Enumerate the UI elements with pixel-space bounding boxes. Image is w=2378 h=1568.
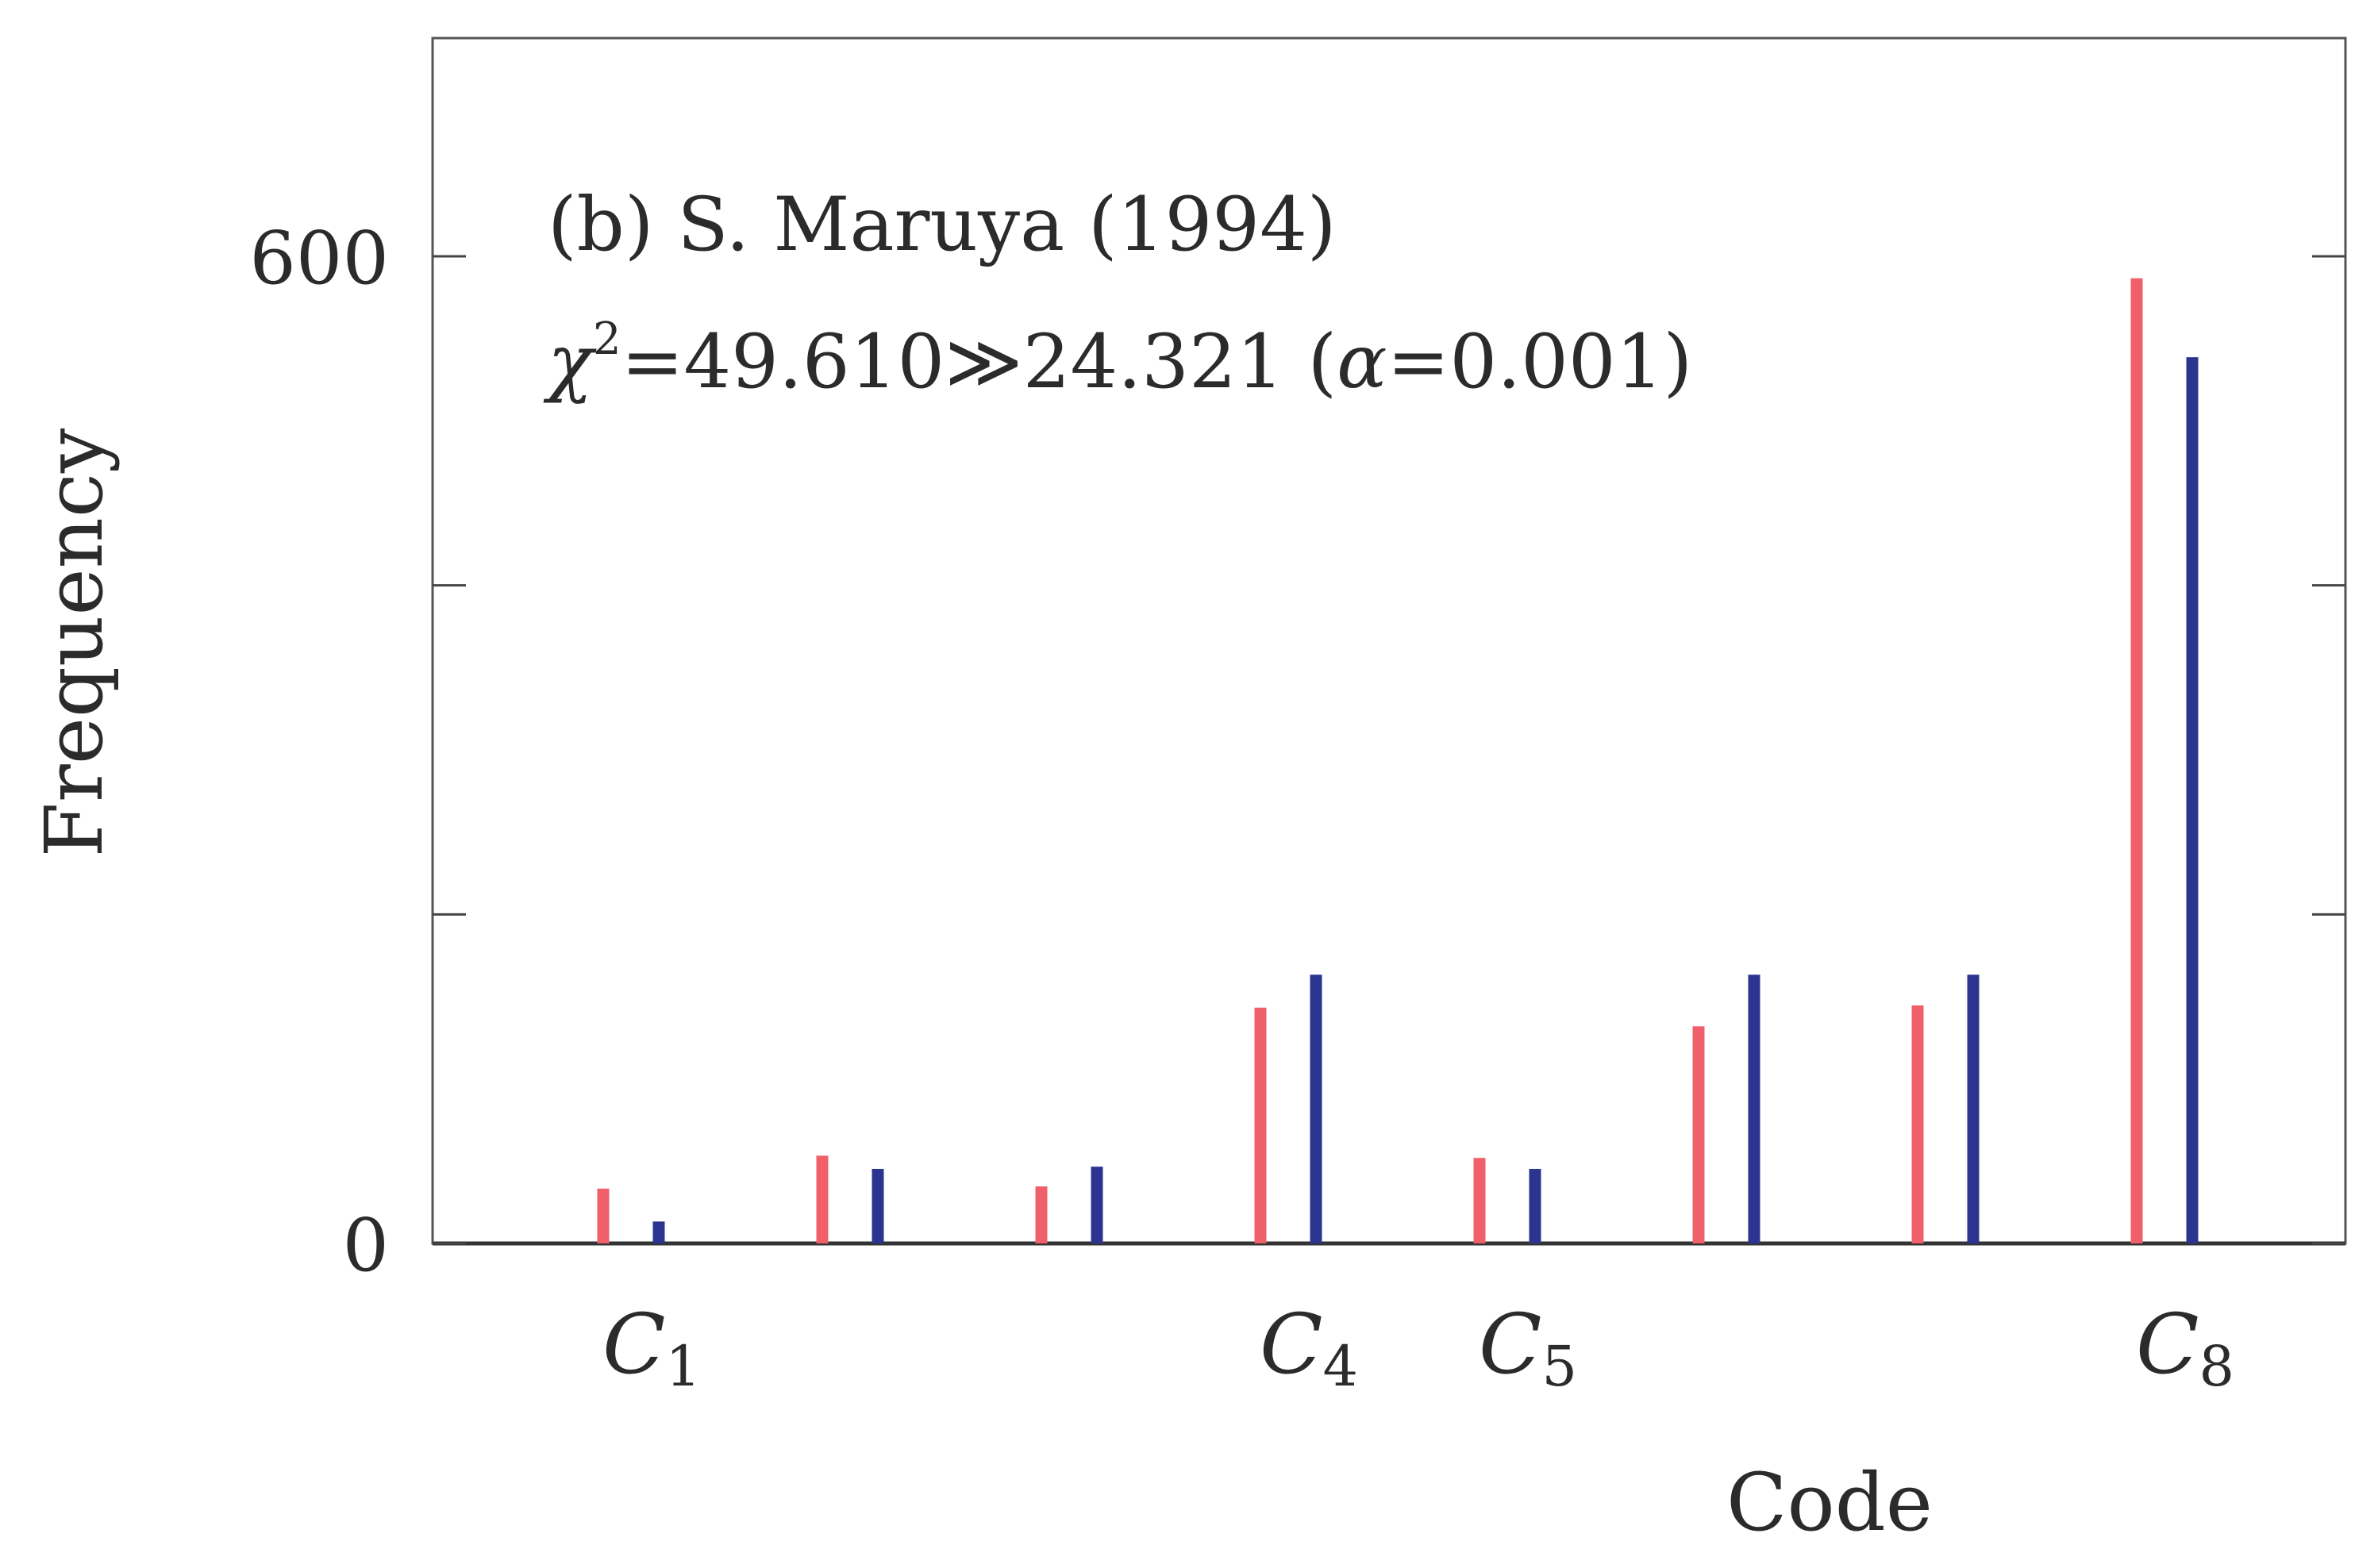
bar-c4-series-1 bbox=[1254, 1007, 1267, 1243]
bar-c8-series-1 bbox=[2130, 278, 2143, 1244]
statistic-value: =49.610≫24.321 ( bbox=[621, 319, 1337, 405]
x-axis-label: Code bbox=[1726, 1456, 1933, 1549]
bar-c6-series-1 bbox=[1692, 1026, 1705, 1243]
annotation-statistic: χ2=49.610≫24.321 (α=0.001) bbox=[543, 313, 1692, 405]
plot-frame bbox=[431, 37, 2347, 1246]
bar-c2-series-2 bbox=[872, 1169, 884, 1243]
annotation-title: (b) S. Maruya (1994) bbox=[548, 182, 1337, 268]
bar-c3-series-1 bbox=[1035, 1186, 1048, 1243]
alpha-value: =0.001) bbox=[1387, 319, 1693, 405]
x-category-label-c4: C4 bbox=[1260, 1296, 1358, 1399]
alpha-symbol: α bbox=[1337, 319, 1387, 405]
bar-c3-series-2 bbox=[1091, 1166, 1103, 1243]
x-category-label-c5: C5 bbox=[1479, 1296, 1577, 1399]
bar-c1-series-2 bbox=[652, 1221, 665, 1243]
y-tick-labels: 0 600 bbox=[249, 216, 389, 1288]
bar-c4-series-2 bbox=[1310, 974, 1322, 1243]
bar-c8-series-2 bbox=[2186, 357, 2199, 1244]
bar-c2-series-1 bbox=[816, 1155, 829, 1243]
bar-c5-series-2 bbox=[1529, 1169, 1541, 1243]
y-tick-label-1: 600 bbox=[249, 216, 389, 301]
bar-c5-series-1 bbox=[1473, 1158, 1486, 1243]
chi-superscript: 2 bbox=[593, 313, 621, 365]
bar-c6-series-2 bbox=[1748, 974, 1760, 1243]
bar-c7-series-1 bbox=[1911, 1005, 1924, 1243]
bar-c7-series-2 bbox=[1967, 974, 1980, 1243]
x-category-label-c8: C8 bbox=[2136, 1296, 2234, 1399]
x-category-labels: C1 C4 C5 C8 bbox=[602, 1296, 2234, 1399]
bars bbox=[597, 278, 2199, 1244]
chi-symbol: χ bbox=[543, 319, 597, 405]
bar-c1-series-1 bbox=[597, 1188, 610, 1243]
y-tick-label-0: 0 bbox=[342, 1203, 389, 1288]
y-ticks bbox=[433, 255, 2345, 1245]
y-axis-label: Frequency bbox=[28, 428, 121, 857]
x-category-label-c1: C1 bbox=[602, 1296, 701, 1399]
